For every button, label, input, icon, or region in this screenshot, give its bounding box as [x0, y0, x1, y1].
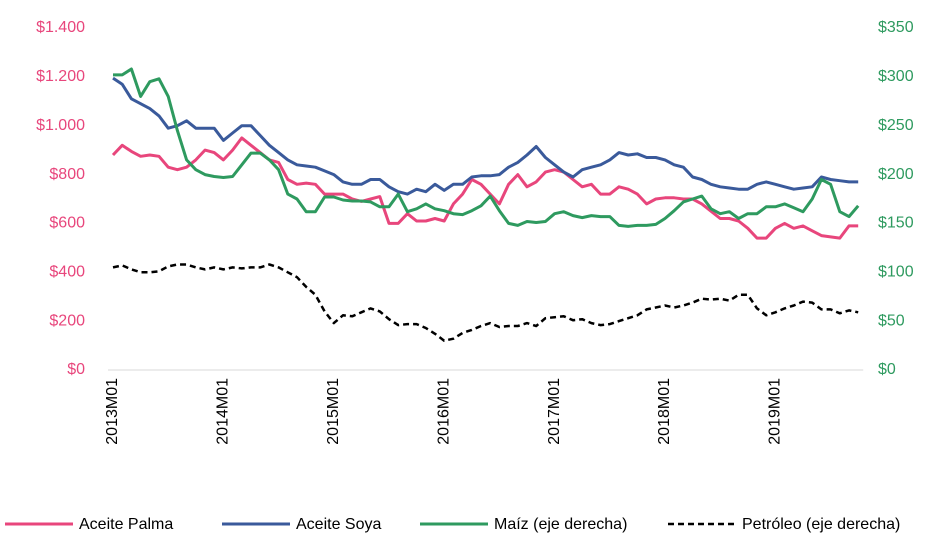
y-tick-label: $400 [49, 264, 85, 281]
y2-tick-label: $50 [878, 312, 905, 329]
y2-tick-label: $150 [878, 215, 914, 232]
y-tick-label: $1.400 [36, 19, 85, 36]
x-tick-label: 2019M01 [767, 378, 784, 445]
x-tick-label: 2017M01 [546, 378, 563, 445]
y2-tick-label: $250 [878, 117, 914, 134]
x-tick-label: 2014M01 [215, 378, 232, 445]
x-tick-label: 2018M01 [656, 378, 673, 445]
y-tick-label: $0 [67, 361, 85, 378]
x-tick-label: 2016M01 [435, 378, 452, 445]
y-tick-label: $200 [49, 312, 85, 329]
y-tick-label: $800 [49, 166, 85, 183]
y-tick-label: $1.200 [36, 68, 85, 85]
y-tick-label: $600 [49, 215, 85, 232]
legend-label: Aceite Palma [79, 516, 173, 533]
legend-label: Aceite Soya [296, 516, 381, 533]
y2-tick-label: $300 [878, 68, 914, 85]
y-tick-label: $1.000 [36, 117, 85, 134]
y2-tick-label: $100 [878, 264, 914, 281]
x-tick-label: 2013M01 [104, 378, 121, 445]
series-line [111, 136, 859, 240]
legend-label: Maíz (eje derecha) [494, 516, 627, 533]
legend-label: Petróleo (eje derecha) [742, 516, 900, 533]
y2-tick-label: $0 [878, 361, 896, 378]
x-tick-label: 2015M01 [325, 378, 342, 445]
y2-tick-label: $200 [878, 166, 914, 183]
y2-tick-label: $350 [878, 19, 914, 36]
series-line [113, 67, 860, 228]
series-line [112, 263, 859, 342]
series-line [112, 76, 859, 196]
